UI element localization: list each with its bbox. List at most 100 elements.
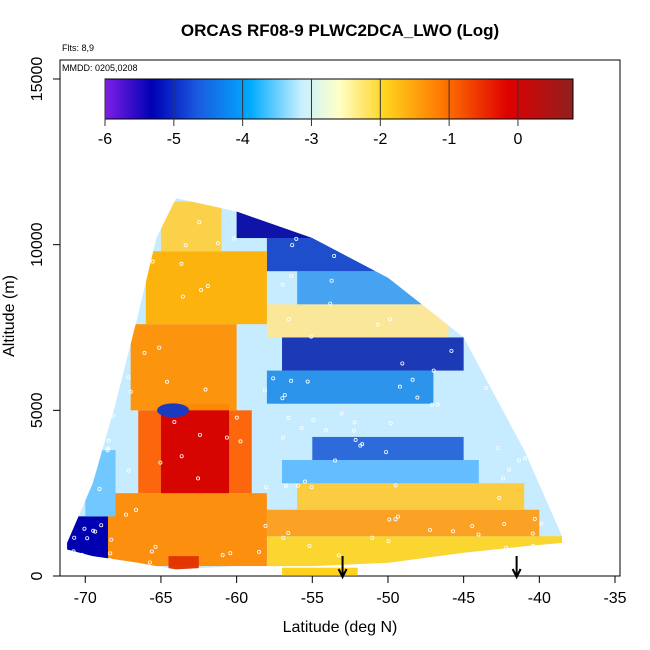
sample-point	[305, 379, 310, 384]
sample-point	[302, 479, 307, 484]
x-tick-label: -60	[225, 590, 248, 607]
sample-point	[501, 476, 506, 481]
sample-point	[72, 535, 77, 540]
sample-point	[238, 439, 243, 444]
sample-point	[323, 428, 328, 433]
sample-point	[257, 549, 262, 554]
sample-point	[351, 428, 356, 433]
sample-point	[290, 243, 295, 248]
sample-point	[387, 317, 392, 322]
sample-point	[271, 376, 276, 381]
sample-point	[111, 413, 116, 418]
heat-cold-pocket	[157, 403, 190, 418]
sample-point	[358, 443, 363, 448]
sample-point	[82, 526, 87, 531]
sample-point	[289, 273, 294, 278]
sample-point	[281, 535, 286, 540]
sample-point	[430, 402, 435, 407]
sample-point	[470, 523, 475, 528]
sample-point	[106, 438, 111, 443]
sample-point	[495, 445, 500, 450]
sample-point	[370, 535, 375, 540]
plot-frame	[59, 59, 621, 577]
flight-arrow-head	[511, 568, 522, 580]
sample-point	[539, 521, 544, 526]
sample-point	[220, 553, 225, 558]
sample-point	[286, 531, 291, 536]
sample-point	[134, 507, 139, 512]
sample-point	[333, 458, 338, 463]
sample-point	[283, 483, 288, 488]
heat-band	[282, 460, 479, 484]
sample-point	[336, 553, 341, 558]
sample-point	[451, 529, 456, 534]
x-tick-label: -55	[301, 590, 324, 607]
sample-point	[179, 261, 184, 266]
heat-plume	[107, 493, 267, 567]
sample-point	[386, 539, 391, 544]
sample-point	[280, 282, 285, 287]
heat-plume	[160, 201, 222, 252]
x-axis-label: Latitude (deg N)	[283, 619, 398, 636]
y-axis-ticks: 0 5000 10000 15000	[29, 57, 60, 580]
sample-point	[105, 448, 110, 453]
heat-cold-corner	[85, 450, 116, 517]
sample-point	[97, 486, 102, 491]
sample-point	[352, 420, 357, 425]
sample-point	[205, 284, 210, 289]
sample-point	[263, 523, 268, 528]
sample-point	[294, 236, 299, 241]
sample-point	[286, 317, 291, 322]
sample-point	[289, 378, 294, 383]
sample-point	[339, 411, 344, 416]
sample-point	[431, 368, 436, 373]
sample-point	[153, 544, 158, 549]
sample-point	[262, 388, 267, 393]
sample-point	[428, 527, 433, 532]
sample-point	[172, 419, 177, 424]
x-tick-label: -40	[528, 590, 551, 607]
heat-band	[266, 509, 540, 537]
colorbar-tick-label: -5	[167, 131, 181, 148]
heat-band	[312, 436, 464, 461]
sample-point	[393, 517, 398, 522]
heatmap-area	[67, 198, 562, 570]
sample-point	[435, 402, 440, 407]
sample-point	[142, 350, 147, 355]
heat-band	[297, 271, 449, 305]
sample-point	[483, 385, 488, 390]
x-tick-label: -35	[603, 590, 626, 607]
heat-band	[236, 198, 343, 239]
sample-point	[197, 220, 202, 225]
sample-point	[109, 537, 114, 542]
sample-point	[507, 467, 512, 472]
sample-point	[504, 545, 509, 550]
sample-point	[149, 549, 154, 554]
sample-point	[299, 425, 304, 430]
sample-point	[231, 236, 236, 241]
sample-point	[157, 345, 162, 350]
colorbar-tick-label: -4	[236, 131, 250, 148]
flight-arrow-head	[337, 568, 348, 580]
sample-point	[384, 450, 389, 455]
heat-band	[266, 370, 434, 404]
chart-title: ORCAS RF08-9 PLWC2DCA_LWO (Log)	[181, 21, 499, 40]
flights-label: Flts: 8,9	[62, 43, 94, 53]
sample-point	[449, 348, 454, 353]
sample-point	[91, 528, 96, 533]
y-axis-label: Altitude (m)	[1, 275, 18, 357]
x-tick-label: -45	[452, 590, 475, 607]
sample-point	[150, 259, 155, 264]
sample-point	[183, 243, 188, 248]
sample-point	[309, 485, 314, 490]
sample-point	[106, 446, 111, 451]
colorbar-tick-label: -6	[98, 131, 112, 148]
sample-point	[234, 415, 239, 420]
mmdd-label: MMDD: 0205,0208	[62, 63, 138, 73]
surface-strip	[282, 567, 358, 576]
sample-points	[71, 220, 544, 576]
heat-plume	[145, 251, 267, 325]
sample-point	[282, 393, 287, 398]
sample-point	[147, 560, 152, 565]
